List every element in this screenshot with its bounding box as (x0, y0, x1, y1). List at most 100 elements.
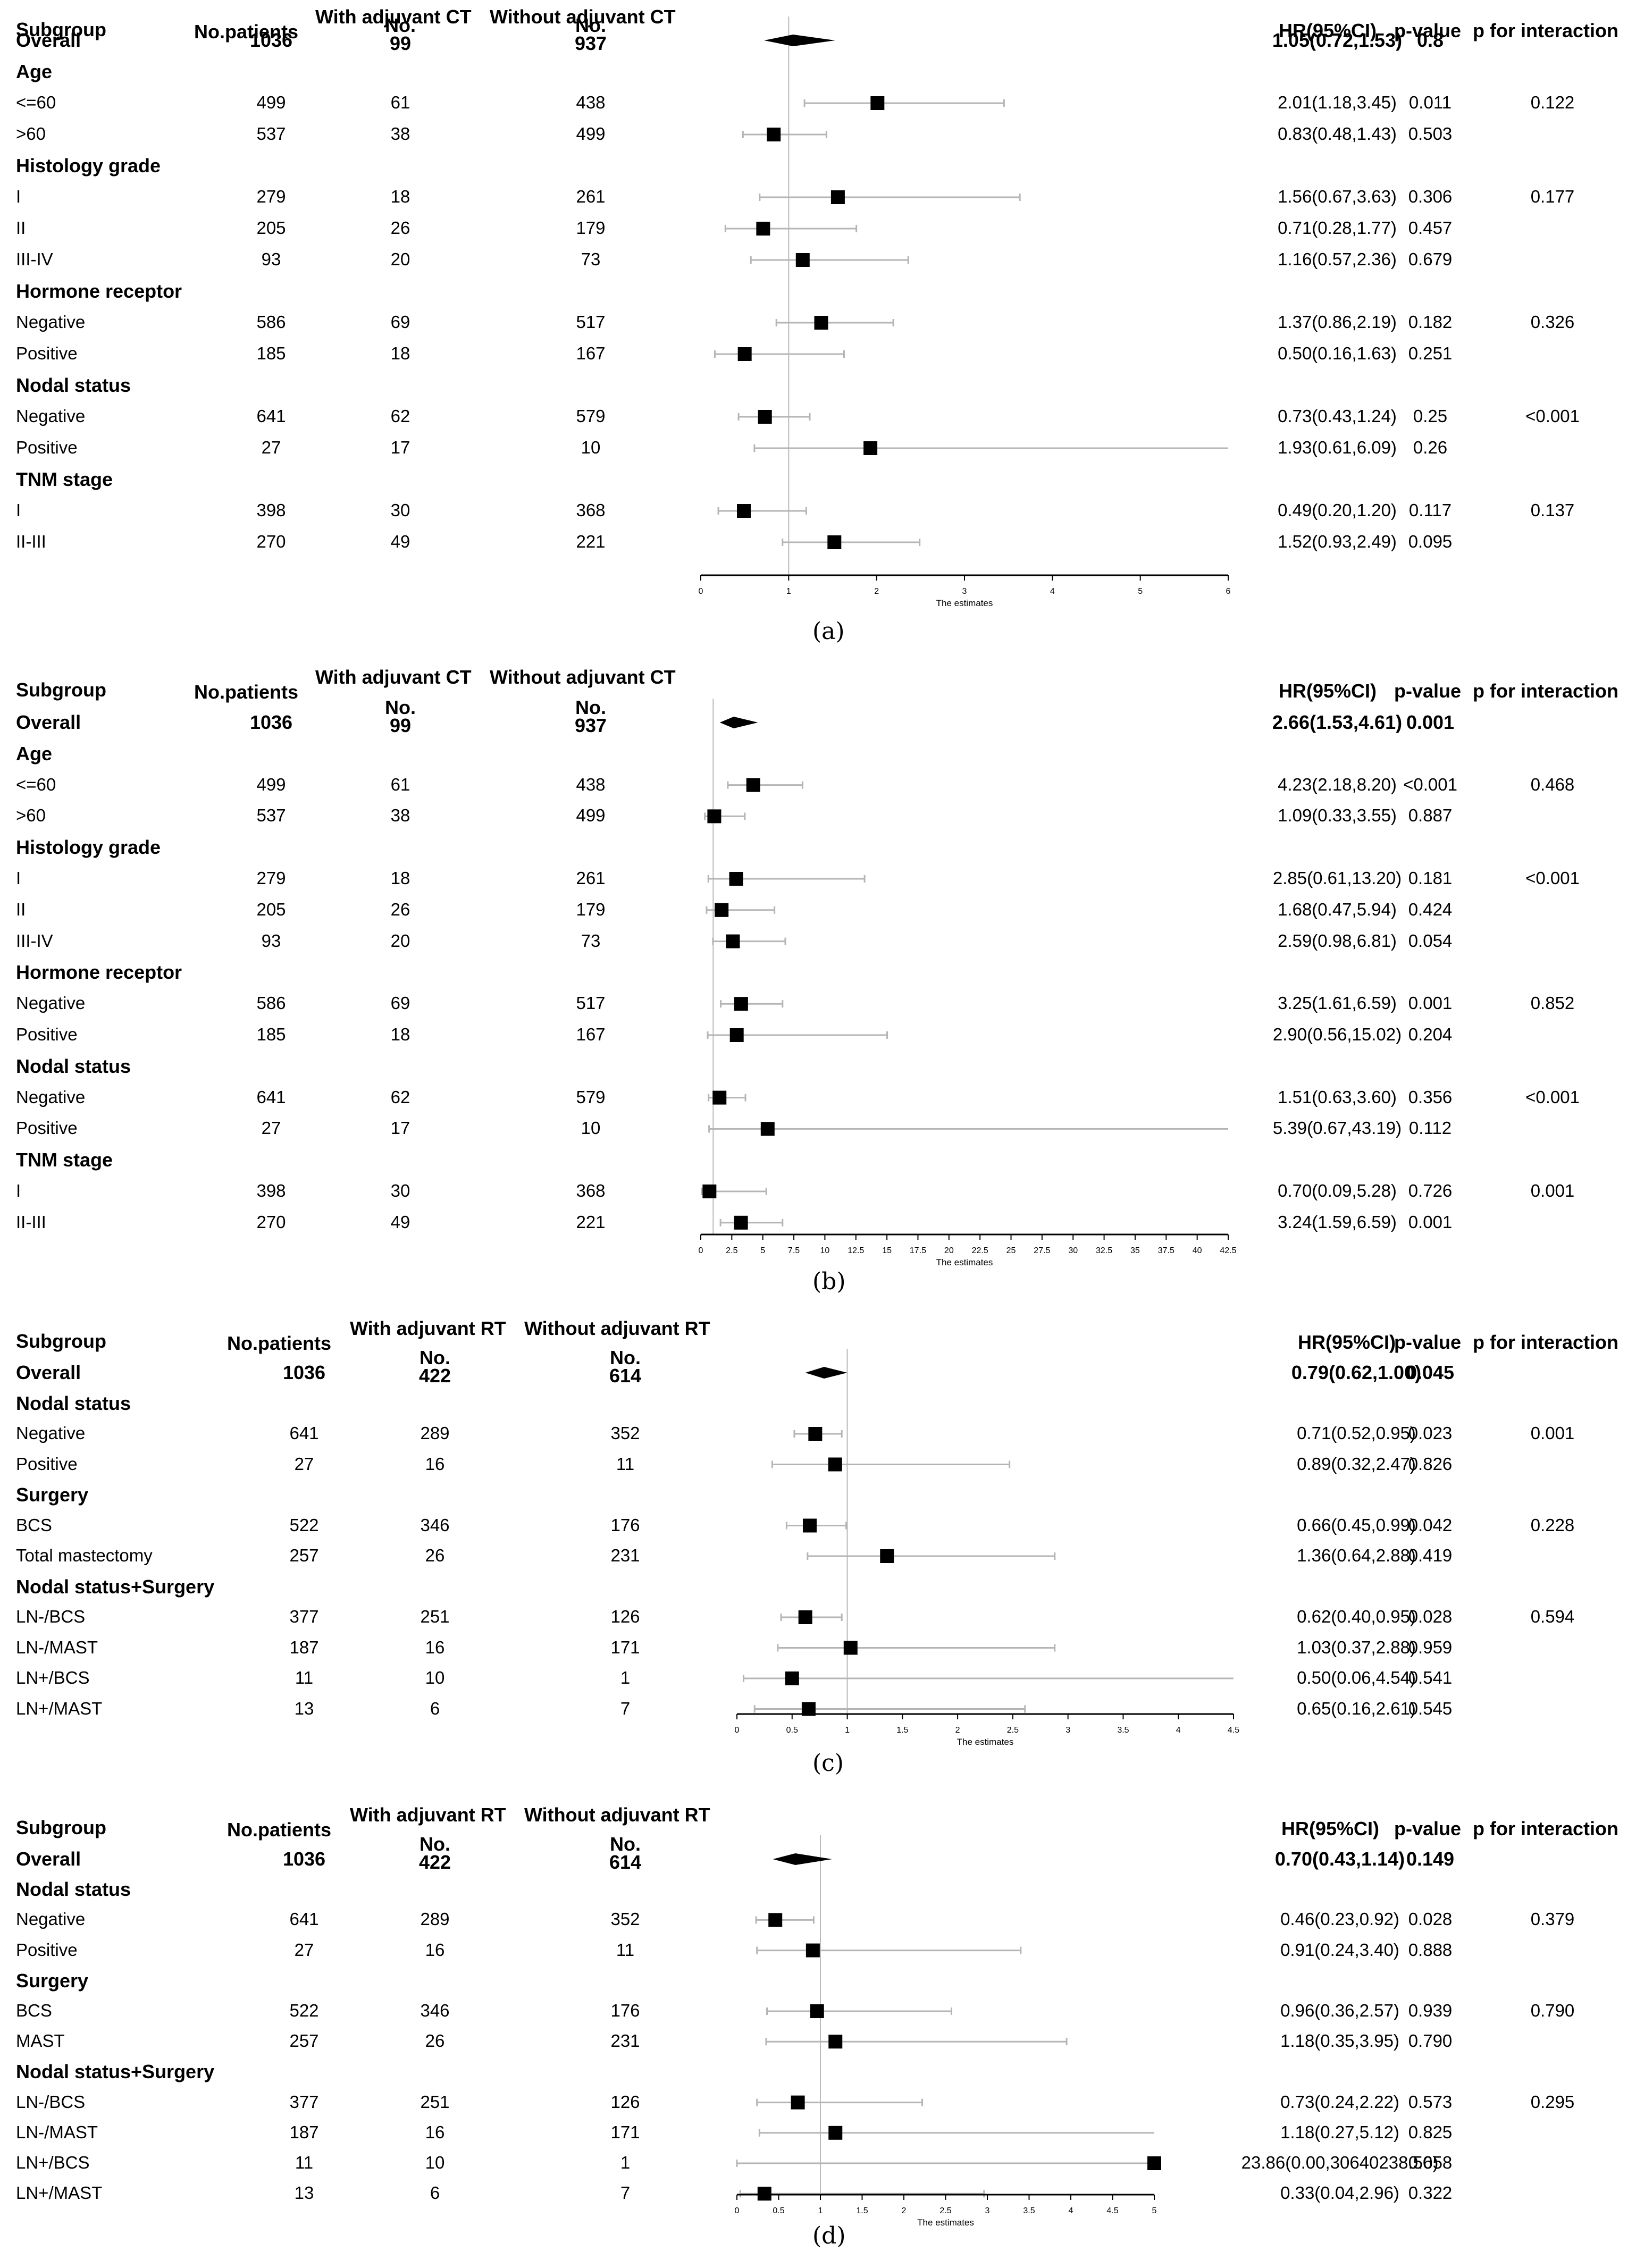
x-tick-label: 5 (760, 1246, 765, 1255)
with-count: 289 (420, 1423, 450, 1443)
patients-count: 1036 (249, 29, 293, 51)
with-count: 16 (425, 1939, 445, 1960)
with-count: 16 (425, 1637, 445, 1657)
without-count: 221 (576, 532, 606, 551)
patients-count: 257 (289, 2031, 319, 2051)
p-interaction: 0.326 (1530, 312, 1575, 332)
hr-ci: 1.93(0.61,6.09) (1278, 438, 1397, 457)
x-tick-label: 4.5 (1106, 2206, 1118, 2215)
estimate-point (808, 1427, 823, 1441)
p-interaction: 0.001 (1530, 1181, 1575, 1200)
p-interaction: 0.122 (1530, 93, 1575, 112)
with-count: 18 (390, 187, 410, 206)
hr-ci: 1.52(0.93,2.49) (1278, 532, 1397, 551)
p-value: 0.112 (1408, 1118, 1452, 1138)
estimate-point (870, 96, 885, 110)
estimate-point (795, 253, 810, 267)
row-label: BCS (16, 1515, 52, 1535)
p-value: 0.541 (1408, 1668, 1453, 1687)
without-count: 167 (576, 1024, 606, 1044)
x-tick-label: 12.5 (848, 1246, 864, 1255)
header-subgroup: Subgroup (16, 19, 106, 40)
row-label: LN+/MAST (16, 1698, 103, 1718)
row-label: Negative (16, 312, 86, 332)
header-interaction: p for interaction (1473, 1331, 1619, 1353)
section-label: Nodal status (16, 1055, 131, 1077)
patients-count: 522 (289, 2001, 319, 2020)
x-tick-label: 1 (818, 2206, 823, 2215)
row-label: Negative (16, 406, 86, 426)
x-axis-label: The estimates (957, 1737, 1014, 1747)
panel-caption: (c) (812, 1750, 844, 1777)
header-without: Without adjuvant CT (490, 666, 676, 688)
patients-count: 1036 (249, 711, 293, 733)
hr-ci: 1.18(0.27,5.12) (1280, 2122, 1399, 2142)
hr-ci: 3.25(1.61,6.59) (1278, 993, 1397, 1013)
hr-ci: 1.18(0.35,3.95) (1280, 2031, 1399, 2051)
p-value: 0.117 (1408, 500, 1452, 520)
estimate-point (746, 778, 760, 792)
row-label: LN-/BCS (16, 2091, 86, 2112)
without-count: 352 (610, 1909, 640, 1929)
hr-ci: 2.59(0.98,6.81) (1278, 930, 1397, 951)
with-count: 26 (390, 899, 410, 919)
p-value: 0.011 (1408, 93, 1452, 112)
estimate-point (880, 1549, 894, 1563)
header-pvalue: p-value (1394, 680, 1462, 702)
patients-count: 279 (256, 868, 286, 888)
row-label: Overall (16, 1362, 81, 1383)
row-label: II (16, 218, 26, 238)
section-label: Nodal status (16, 374, 131, 396)
hr-ci: 0.50(0.16,1.63) (1278, 343, 1397, 363)
estimate-point (726, 934, 740, 948)
without-count: 10 (581, 1118, 601, 1138)
without-count: 171 (610, 1637, 640, 1657)
x-tick-label: 0 (699, 587, 703, 596)
without-count: 1 (620, 1668, 631, 1687)
patients-count: 499 (256, 774, 286, 794)
p-interaction: 0.137 (1530, 500, 1575, 520)
with-count: 99 (389, 32, 412, 54)
p-interaction: 0.001 (1530, 1423, 1575, 1443)
with-count: 61 (390, 93, 410, 112)
p-value: 0.322 (1408, 2183, 1453, 2203)
estimate-point (760, 1122, 775, 1136)
without-count: 7 (620, 2183, 631, 2203)
header-with: With adjuvant CT (315, 666, 472, 688)
x-tick-label: 30 (1068, 1246, 1078, 1255)
x-tick-label: 0.5 (786, 1726, 798, 1735)
estimate-point (830, 190, 845, 204)
p-value: 0.204 (1408, 1024, 1453, 1044)
patients-count: 205 (256, 899, 286, 919)
without-count: 499 (576, 124, 606, 144)
hr-ci: 0.70(0.09,5.28) (1278, 1181, 1397, 1200)
estimate-point (768, 1913, 783, 1927)
estimate-point (767, 128, 781, 141)
x-tick-label: 15 (882, 1246, 892, 1255)
patients-count: 641 (289, 1423, 319, 1443)
p-value: 0.726 (1408, 1181, 1453, 1200)
without-count: 7 (620, 1698, 631, 1718)
without-count: 368 (576, 500, 606, 520)
header-subgroup: Subgroup (16, 679, 106, 701)
header-patients: No.patients (194, 681, 299, 703)
estimate-point (828, 1457, 842, 1472)
x-tick-label: 4 (1176, 1726, 1181, 1735)
hr-ci: 0.79(0.62,1.00) (1291, 1362, 1422, 1383)
estimate-point (806, 1943, 820, 1958)
x-tick-label: 25 (1006, 1246, 1016, 1255)
with-count: 62 (390, 1087, 410, 1107)
patients-count: 279 (256, 187, 286, 206)
p-value: 0.356 (1408, 1087, 1453, 1107)
p-interaction: 0.790 (1530, 2001, 1575, 2020)
row-label: I (16, 868, 21, 888)
with-count: 26 (390, 218, 410, 238)
overall-diamond (805, 1367, 848, 1379)
x-tick-label: 22.5 (972, 1246, 988, 1255)
with-count: 10 (425, 2153, 445, 2172)
x-tick-label: 40 (1193, 1246, 1202, 1255)
hr-ci: 1.09(0.33,3.55) (1278, 805, 1397, 826)
p-value: 0.182 (1408, 312, 1453, 332)
p-value: 0.095 (1408, 532, 1453, 551)
row-label: Overall (16, 1848, 81, 1870)
